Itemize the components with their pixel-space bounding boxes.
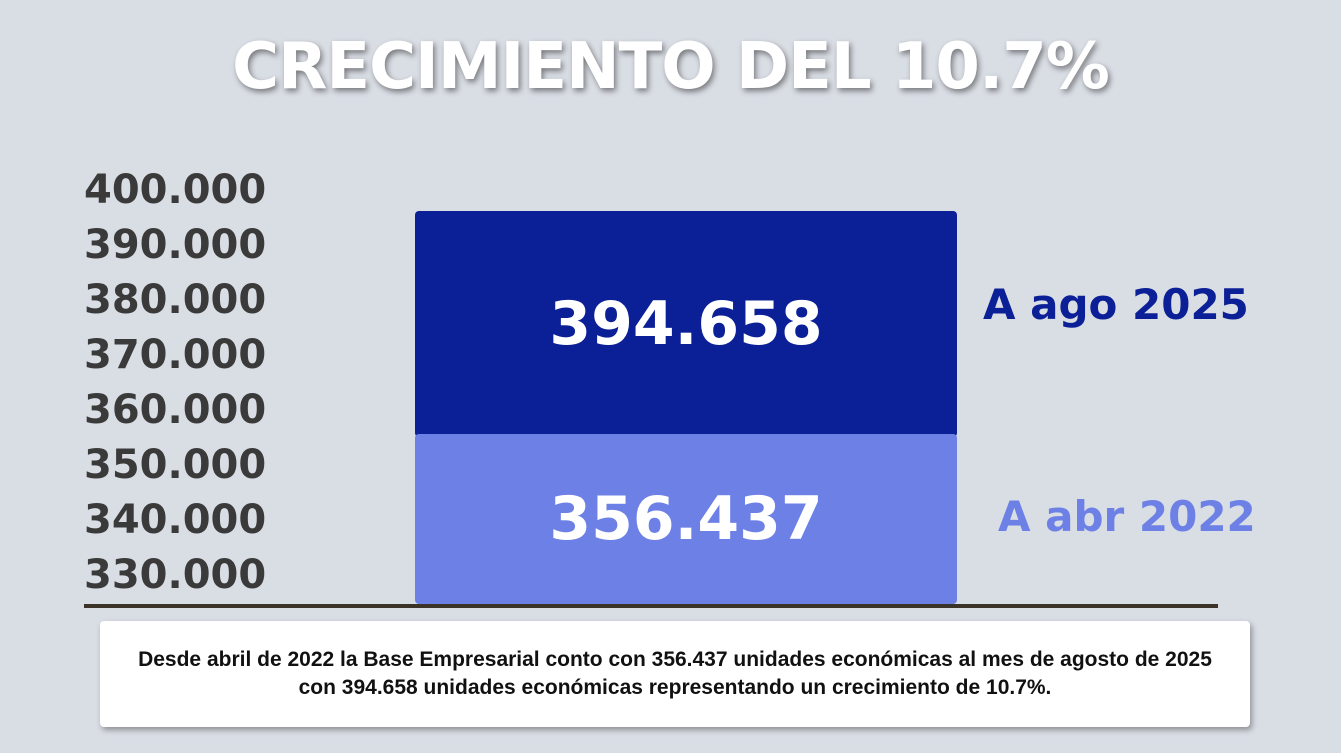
y-tick-label: 350.000 (84, 442, 267, 488)
description-text: Desde abril de 2022 la Base Empresarial … (138, 647, 1212, 699)
y-tick-label: 400.000 (84, 167, 267, 213)
y-tick-label: 360.000 (84, 387, 267, 433)
y-tick-label: 330.000 (84, 552, 267, 598)
series-label-abr-2022: A abr 2022 (998, 492, 1256, 541)
description-box: Desde abril de 2022 la Base Empresarial … (100, 621, 1250, 727)
bar-value-label: 394.658 (549, 289, 823, 359)
bar-ago-2025: 394.658 (415, 211, 957, 437)
y-tick-label: 390.000 (84, 222, 267, 268)
y-tick-label: 380.000 (84, 277, 267, 323)
page-title: CRECIMIENTO DEL 10.7% (232, 30, 1110, 104)
y-tick-label: 340.000 (84, 497, 267, 543)
x-axis-baseline (84, 604, 1218, 608)
y-tick-label: 370.000 (84, 332, 267, 378)
series-label-ago-2025: A ago 2025 (983, 280, 1249, 329)
bar-value-label: 356.437 (549, 484, 823, 554)
bar-abr-2022: 356.437 (415, 434, 957, 604)
